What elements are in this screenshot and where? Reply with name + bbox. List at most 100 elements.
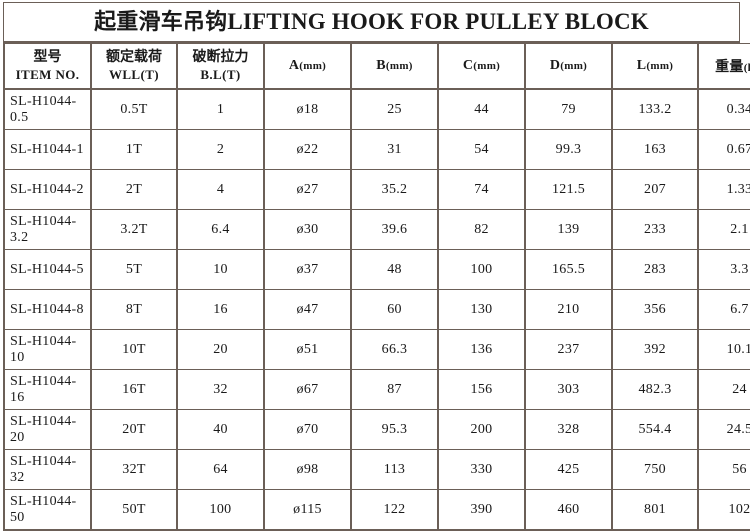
cell-breaking-load: 20 <box>176 329 265 370</box>
cell-dim-l: 554.4 <box>611 409 699 450</box>
cell-weight: 56 <box>697 449 750 490</box>
table-header: 型号 ITEM NO. 额定载荷 WLL(T) 破断拉力 B.L(T) <box>3 43 750 90</box>
page-title-chinese: 起重滑车吊钩 <box>94 10 228 35</box>
cell-dim-d: 425 <box>524 449 613 490</box>
cell-breaking-load: 2 <box>176 129 265 170</box>
specification-table: 型号 ITEM NO. 额定载荷 WLL(T) 破断拉力 B.L(T) <box>3 43 750 531</box>
cell-weight: 24.5 <box>697 409 750 450</box>
cell-dim-d: 121.5 <box>524 169 613 210</box>
cell-item-no: SL-H1044-32 <box>3 449 92 490</box>
cell-dim-c: 156 <box>437 369 526 410</box>
cell-breaking-load: 16 <box>176 289 265 330</box>
cell-dim-c: 44 <box>437 88 526 130</box>
cell-dim-l: 133.2 <box>611 88 699 130</box>
cell-wll: 16T <box>90 369 178 410</box>
column-header-weight: 重量(kg) <box>697 43 750 90</box>
cell-dim-b: 48 <box>350 249 439 290</box>
cell-dim-b: 122 <box>350 489 439 531</box>
cell-breaking-load: 4 <box>176 169 265 210</box>
cell-wll: 32T <box>90 449 178 490</box>
table-row: SL-H1044-10 10T 20 ø51 66.3 136 237 392 10.1 <box>3 329 750 370</box>
page-title-english: LIFTING HOOK FOR PULLEY BLOCK <box>227 9 649 34</box>
cell-dim-l: 283 <box>611 249 699 290</box>
table-row: SL-H1044-1 1T 2 ø22 31 54 99.3 163 0.67 <box>3 129 750 170</box>
cell-item-no: SL-H1044-8 <box>3 289 92 330</box>
cell-item-no: SL-H1044-50 <box>3 489 92 531</box>
table-row: SL-H1044-0.5 0.5T 1 ø18 25 44 79 133.2 0.34 <box>3 88 750 130</box>
cell-item-no: SL-H1044-16 <box>3 369 92 410</box>
column-header-breaking-load-en: B.L(T) <box>200 66 241 82</box>
cell-dim-l: 163 <box>611 129 699 170</box>
cell-dim-c: 100 <box>437 249 526 290</box>
cell-dim-b: 39.6 <box>350 209 439 250</box>
cell-dim-d: 210 <box>524 289 613 330</box>
column-header-breaking-load-cn: 破断拉力 <box>192 49 249 66</box>
cell-weight: 3.3 <box>697 249 750 290</box>
cell-item-no: SL-H1044-10 <box>3 329 92 370</box>
cell-weight: 2.1 <box>697 209 750 250</box>
cell-dim-d: 328 <box>524 409 613 450</box>
cell-dim-b: 66.3 <box>350 329 439 370</box>
cell-dim-c: 330 <box>437 449 526 490</box>
column-header-d-unit: (mm) <box>560 60 588 72</box>
cell-dim-l: 392 <box>611 329 699 370</box>
cell-dim-d: 79 <box>524 88 613 130</box>
column-header-a-label: A <box>288 58 300 73</box>
table-body: SL-H1044-0.5 0.5T 1 ø18 25 44 79 133.2 0.34 SL-H1… <box>3 88 750 531</box>
cell-dim-a: ø51 <box>263 329 352 370</box>
cell-dim-l: 750 <box>611 449 699 490</box>
column-header-item-no-cn: 型号 <box>33 49 62 66</box>
column-header-c: C(mm) <box>437 43 526 90</box>
cell-dim-l: 207 <box>611 169 699 210</box>
cell-wll: 20T <box>90 409 178 450</box>
column-header-l: L(mm) <box>611 43 699 90</box>
cell-dim-a: ø22 <box>263 129 352 170</box>
column-header-wll-en: WLL(T) <box>108 66 160 82</box>
cell-wll: 5T <box>90 249 178 290</box>
column-header-a: A(mm) <box>263 43 352 90</box>
cell-dim-c: 136 <box>437 329 526 370</box>
cell-dim-b: 60 <box>350 289 439 330</box>
cell-item-no: SL-H1044-2 <box>3 169 92 210</box>
table-row: SL-H1044-16 16T 32 ø67 87 156 303 482.3 24 <box>3 369 750 410</box>
table-row: SL-H1044-32 32T 64 ø98 113 330 425 750 56 <box>3 449 750 490</box>
table-row: SL-H1044-50 50T 100 ø115 122 390 460 801 102 <box>3 489 750 531</box>
table-row: SL-H1044-8 8T 16 ø47 60 130 210 356 6.7 <box>3 289 750 330</box>
cell-dim-b: 31 <box>350 129 439 170</box>
cell-dim-a: ø67 <box>263 369 352 410</box>
cell-breaking-load: 100 <box>176 489 265 531</box>
cell-dim-a: ø27 <box>263 169 352 210</box>
page-title-text: 起重滑车吊钩LIFTING HOOK FOR PULLEY BLOCK <box>94 10 649 34</box>
cell-dim-a: ø30 <box>263 209 352 250</box>
cell-weight: 102 <box>697 489 750 531</box>
column-header-d: D(mm) <box>524 43 613 90</box>
column-header-weight-label: 重量 <box>715 59 744 75</box>
cell-dim-a: ø98 <box>263 449 352 490</box>
cell-wll: 3.2T <box>90 209 178 250</box>
table-row: SL-H1044-20 20T 40 ø70 95.3 200 328 554.4 24.5 <box>3 409 750 450</box>
cell-dim-c: 82 <box>437 209 526 250</box>
column-header-d-label: D <box>549 58 561 73</box>
cell-dim-a: ø70 <box>263 409 352 450</box>
cell-breaking-load: 32 <box>176 369 265 410</box>
cell-item-no: SL-H1044-0.5 <box>3 88 92 130</box>
cell-weight: 6.7 <box>697 289 750 330</box>
cell-dim-d: 99.3 <box>524 129 613 170</box>
cell-item-no: SL-H1044-3.2 <box>3 209 92 250</box>
cell-dim-a: ø115 <box>263 489 352 531</box>
cell-weight: 0.34 <box>697 88 750 130</box>
cell-weight: 0.67 <box>697 129 750 170</box>
cell-dim-b: 25 <box>350 88 439 130</box>
table-row: SL-H1044-3.2 3.2T 6.4 ø30 39.6 82 139 233 2.1 <box>3 209 750 250</box>
cell-wll: 10T <box>90 329 178 370</box>
cell-dim-a: ø37 <box>263 249 352 290</box>
table-row: SL-H1044-5 5T 10 ø37 48 100 165.5 283 3.3 <box>3 249 750 290</box>
column-header-a-unit: (mm) <box>299 60 327 72</box>
cell-wll: 8T <box>90 289 178 330</box>
cell-item-no: SL-H1044-1 <box>3 129 92 170</box>
cell-dim-a: ø47 <box>263 289 352 330</box>
table-row: SL-H1044-2 2T 4 ø27 35.2 74 121.5 207 1.33 <box>3 169 750 210</box>
cell-wll: 0.5T <box>90 88 178 130</box>
cell-weight: 24 <box>697 369 750 410</box>
